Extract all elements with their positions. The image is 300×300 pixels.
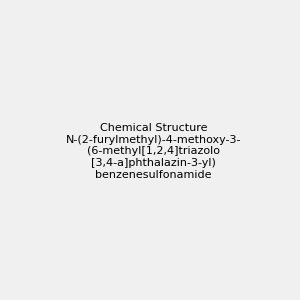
Text: Chemical Structure
N-(2-furylmethyl)-4-methoxy-3-
(6-methyl[1,2,4]triazolo
[3,4-: Chemical Structure N-(2-furylmethyl)-4-m… (66, 123, 242, 180)
